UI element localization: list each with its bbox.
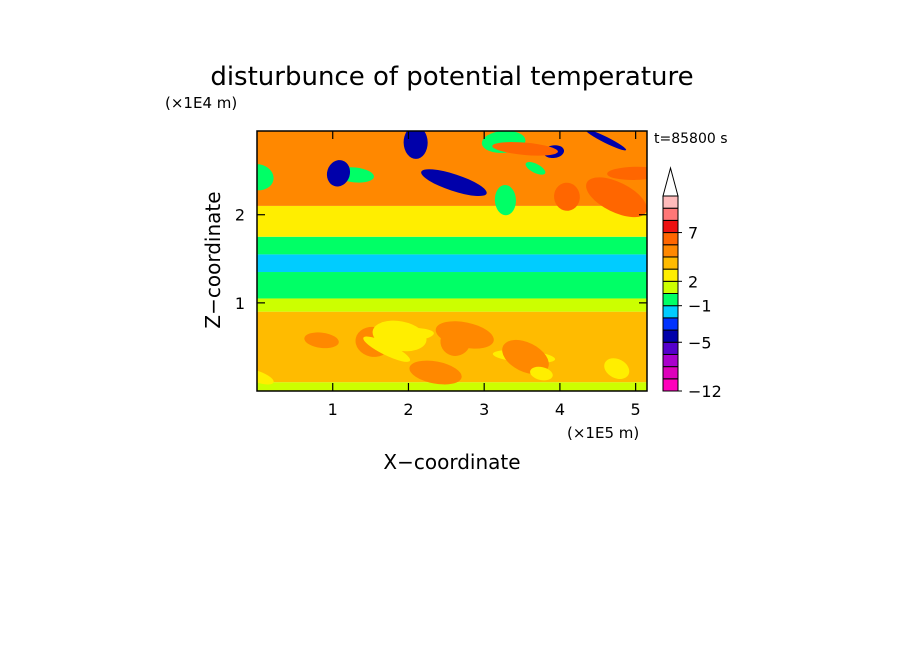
field-patch xyxy=(403,131,428,159)
colorbar-swatch xyxy=(662,341,679,355)
colorbar-label: 2 xyxy=(688,272,698,291)
field-patch xyxy=(440,326,471,356)
colorbar-label: −5 xyxy=(688,333,712,352)
field-patch xyxy=(585,131,627,151)
colorbar-swatch xyxy=(662,244,679,258)
y-tick-label: 1 xyxy=(235,294,245,313)
field-band xyxy=(257,131,647,206)
field-patch xyxy=(554,182,580,211)
heatmap-field xyxy=(257,131,647,391)
colorbar-swatch xyxy=(662,378,679,392)
x-tick-label: 2 xyxy=(403,400,413,419)
field-band xyxy=(257,382,647,391)
y-scale-label: (×1E4 m) xyxy=(165,94,237,112)
colorbar-swatch xyxy=(662,207,679,221)
colorbar-swatch xyxy=(662,317,679,331)
colorbar-label: 7 xyxy=(688,224,698,243)
colorbar: −12−5−127 xyxy=(662,166,722,401)
y-axis-label: Z−coordinate xyxy=(201,191,225,328)
colorbar-swatch xyxy=(662,353,679,368)
field-patch xyxy=(304,332,339,349)
field-patch xyxy=(586,177,647,218)
colorbar-swatch xyxy=(662,305,679,319)
field-band xyxy=(257,254,647,273)
field-patch xyxy=(421,169,487,197)
x-tick-label: 1 xyxy=(328,400,338,419)
chart-title: disturbunce of potential temperature xyxy=(210,62,693,92)
field-patch xyxy=(530,366,553,381)
y-axis: 12 xyxy=(235,206,647,313)
field-patch xyxy=(604,358,630,379)
field-patch xyxy=(363,336,411,362)
time-label: t=85800 s xyxy=(654,131,728,147)
field-band xyxy=(257,298,647,312)
x-tick-label: 4 xyxy=(555,400,565,419)
field-patch xyxy=(492,142,558,156)
x-tick-label: 3 xyxy=(479,400,489,419)
colorbar-label: −12 xyxy=(688,382,722,401)
colorbar-swatch xyxy=(662,232,679,246)
x-scale-label: (×1E5 m) xyxy=(567,424,639,442)
field-patch xyxy=(326,160,351,187)
field-band xyxy=(257,236,647,255)
colorbar-swatch xyxy=(662,195,679,209)
colorbar-swatch xyxy=(662,256,679,270)
colorbar-swatch xyxy=(662,293,679,307)
colorbar-swatch xyxy=(662,268,679,282)
field-patch xyxy=(525,162,546,175)
field-patch xyxy=(607,166,647,180)
x-tick-label: 5 xyxy=(631,400,641,419)
plot-frame xyxy=(256,130,648,392)
x-axis-label: X−coordinate xyxy=(383,450,520,474)
y-tick-label: 2 xyxy=(235,206,245,225)
colorbar-swatch xyxy=(662,280,679,294)
field-patch xyxy=(494,184,516,216)
colorbar-swatch xyxy=(662,219,679,234)
colorbar-label: −1 xyxy=(688,297,712,316)
x-axis: 1 2 3 4 5 xyxy=(328,131,641,419)
colorbar-swatch xyxy=(662,366,679,380)
field-band xyxy=(257,272,647,299)
field-patch xyxy=(409,360,462,385)
field-patch xyxy=(502,339,549,375)
colorbar-swatch xyxy=(662,329,679,343)
field-band xyxy=(257,205,647,237)
colorbar-arrow xyxy=(662,166,679,197)
